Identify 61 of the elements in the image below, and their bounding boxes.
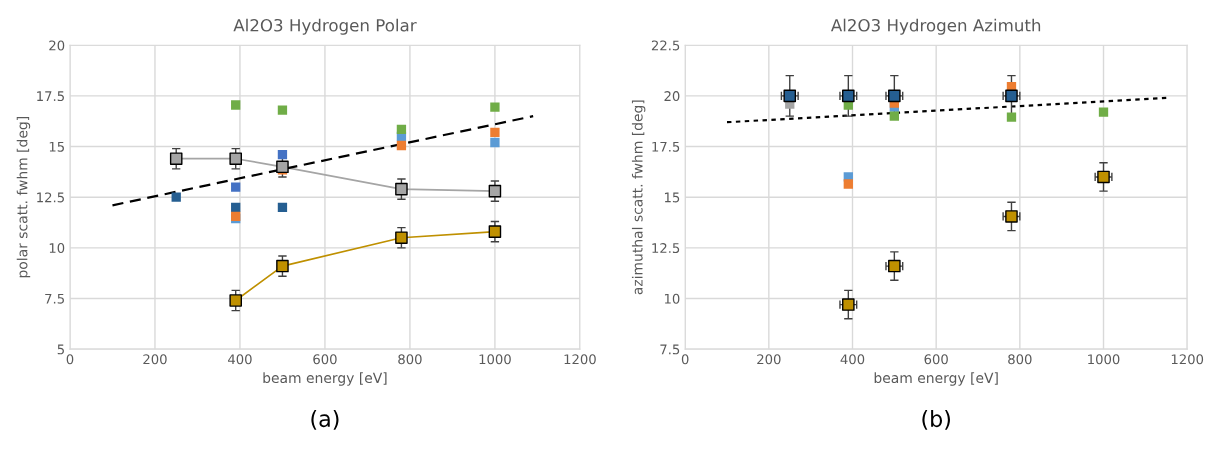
- x-tick-label: 1000: [1088, 354, 1120, 365]
- point: [396, 124, 407, 134]
- y-tick-label: 15: [49, 141, 64, 152]
- x-tick-label: 200: [143, 354, 167, 365]
- point: [231, 202, 241, 212]
- point: [490, 127, 500, 138]
- x-tick-label: 600: [924, 354, 948, 365]
- y-tick-label: 10: [49, 243, 65, 254]
- x-tick-label: 800: [1008, 354, 1032, 365]
- x-tick-label: 600: [313, 354, 337, 365]
- point: [231, 182, 241, 192]
- chart-title: Al2O3 Hydrogen Polar: [233, 18, 417, 35]
- point: [488, 184, 502, 198]
- x-tick-label: 0: [66, 354, 74, 365]
- y-tick-label: 5: [57, 344, 64, 355]
- point: [169, 152, 183, 165]
- text: (a): [311, 409, 339, 430]
- point: [488, 225, 502, 238]
- point: [490, 137, 500, 148]
- point: [490, 102, 500, 112]
- point: [276, 160, 289, 174]
- x-tick-label: 400: [840, 354, 865, 365]
- point: [231, 100, 241, 110]
- point: [1006, 112, 1017, 122]
- y-axis-title: azimuthal scatt. fwhm [deg]: [631, 100, 646, 295]
- point: [395, 231, 408, 245]
- x-tick-label: 200: [757, 354, 781, 365]
- point: [277, 149, 288, 160]
- y-tick-label: 7.5: [45, 293, 64, 304]
- point: [843, 179, 853, 189]
- point: [889, 111, 899, 121]
- y-tick-label: 20: [664, 91, 680, 102]
- x-tick-label: 1200: [1171, 354, 1204, 365]
- x-axis-title: beam energy [eV]: [263, 372, 387, 386]
- x-axis-title: beam energy [eV]: [874, 372, 998, 386]
- y-axis-title: polar scatt. fwhm [deg]: [16, 117, 31, 278]
- y-tick-label: 15: [664, 192, 680, 203]
- point: [171, 192, 181, 202]
- point: [276, 259, 289, 273]
- y-tick-label: 20: [49, 40, 65, 51]
- x-tick-label: 400: [228, 354, 252, 365]
- point: [277, 202, 288, 212]
- point: [229, 152, 242, 165]
- point: [395, 182, 408, 196]
- point: [277, 105, 288, 115]
- y-tick-label: 22.5: [651, 40, 680, 51]
- x-tick-label: 1200: [564, 354, 596, 365]
- y-tick-label: 10: [664, 293, 680, 304]
- chart-title: Al2O3 Hydrogen Azimuth: [830, 18, 1041, 35]
- y-tick-label: 7.5: [660, 344, 680, 355]
- y-tick-label: 12.5: [37, 192, 64, 203]
- point: [396, 140, 407, 151]
- point: [1098, 107, 1109, 117]
- x-tick-label: 800: [398, 354, 422, 365]
- x-tick-label: 0: [681, 354, 689, 365]
- y-tick-label: 12.5: [652, 243, 680, 254]
- y-tick-label: 17.5: [652, 141, 680, 152]
- y-tick-label: 17.5: [37, 91, 64, 102]
- point: [229, 294, 242, 307]
- text: (b): [922, 409, 950, 430]
- x-tick-label: 1000: [479, 354, 511, 365]
